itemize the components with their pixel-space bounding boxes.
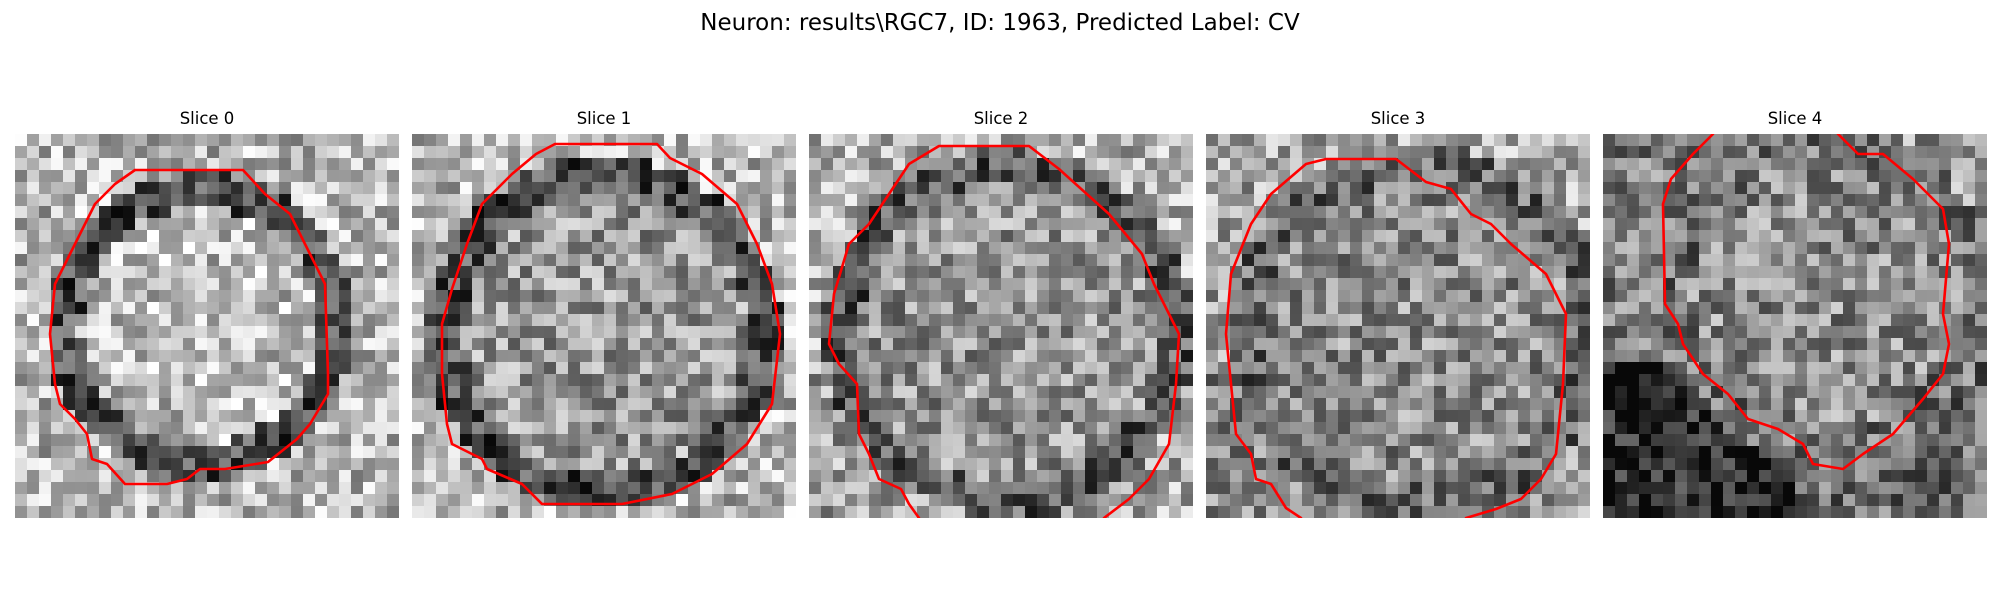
roi-contour <box>1224 157 1568 518</box>
slice-image <box>15 134 399 518</box>
slice-image <box>412 134 796 518</box>
roi-contour <box>440 142 782 506</box>
slice-image <box>1603 134 1987 518</box>
roi-contour <box>1661 134 1951 471</box>
slice-title: Slice 3 <box>1370 109 1426 128</box>
figure-title: Neuron: results\RGC7, ID: 1963, Predicte… <box>700 10 1300 36</box>
slice-image <box>809 134 1193 518</box>
slice-title: Slice 4 <box>1767 109 1823 128</box>
roi-contour <box>48 168 330 486</box>
slice-title: Slice 1 <box>576 109 632 128</box>
slice-image <box>1206 134 1590 518</box>
roi-contour <box>827 144 1181 518</box>
slice-title: Slice 0 <box>179 109 235 128</box>
slice-title: Slice 2 <box>973 109 1029 128</box>
